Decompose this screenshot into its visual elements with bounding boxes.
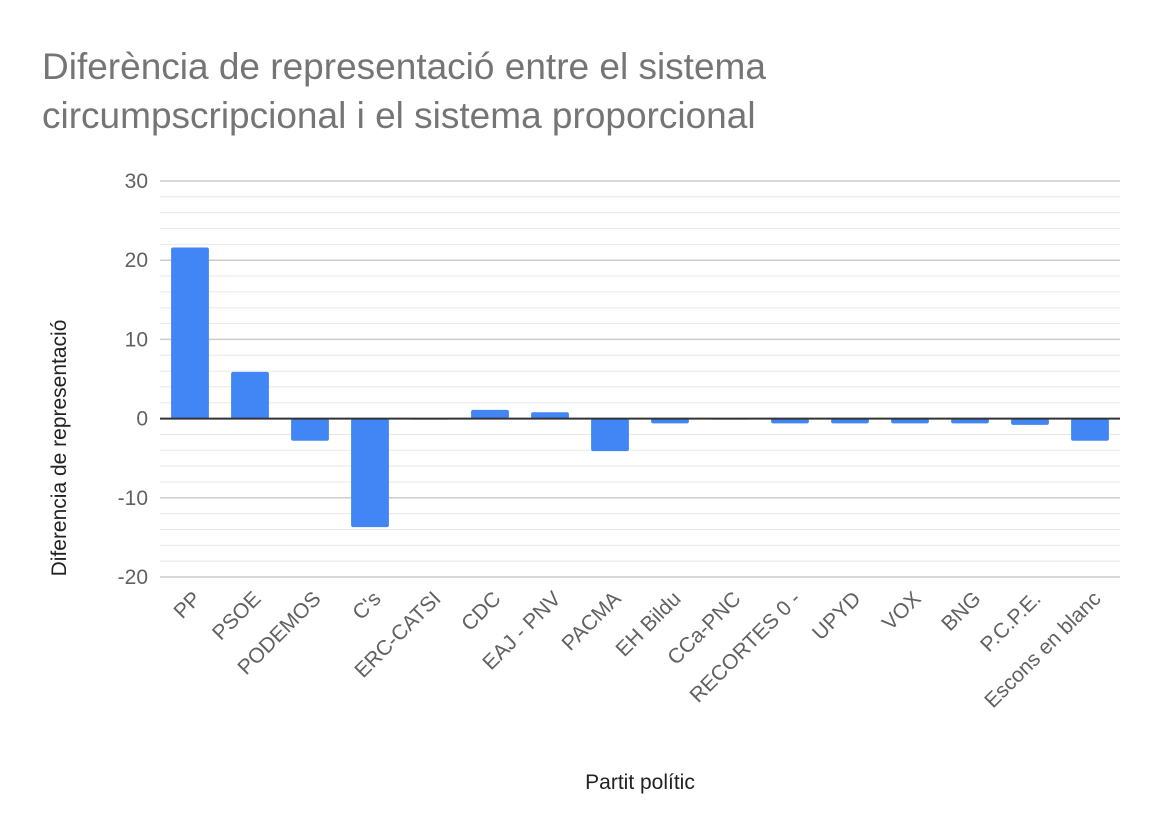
x-tick-label: BNG [937,587,985,635]
bar-bng [951,418,989,424]
y-tick-label: -10 [118,487,148,510]
y-tick-label: 20 [125,249,148,272]
bar-c-s [351,418,389,528]
x-tick-label: PSOE [208,587,266,645]
bar-p-c-p-e [1011,418,1049,425]
x-tick-label: RECORTES 0 - [686,587,806,707]
x-tick-label: PP [169,587,205,623]
major-gridlines [160,180,1120,578]
y-tick-label: 0 [136,408,148,431]
chart-title-line-1: Diferència de representació entre el sis… [42,46,766,87]
bar-series [171,247,1109,528]
y-axis-tick-labels: -20 -10 0 10 20 30 [118,170,148,589]
bar-recortes-0 [771,418,809,424]
bar-podemos [291,418,329,441]
bar-pacma [591,418,629,452]
bar-eh-bildu [651,418,689,424]
y-tick-label: 30 [125,170,148,193]
x-tick-label: UPYD [808,587,866,645]
y-tick-label: -20 [118,566,148,589]
x-tick-label: C's [348,587,385,624]
minor-gridlines [160,196,1120,562]
x-tick-label: VOX [878,587,926,635]
bar-eaj-pnv [531,412,569,419]
y-tick-label: 10 [125,328,148,351]
chart-title: Diferència de representació entre el sis… [42,46,766,136]
bar-vox [891,418,929,424]
y-axis-title: Diferencia de representació [48,320,71,577]
bar-cdc [471,409,509,419]
chart-title-line-2: circumpscripcional i el sistema proporci… [42,95,756,136]
x-axis-title: Partit polític [585,771,695,794]
bar-upyd [831,418,869,424]
bar-escons-en-blanc [1071,418,1109,441]
x-tick-label: CDC [457,587,505,635]
bar-psoe [231,371,269,419]
bar-pp [171,247,209,419]
